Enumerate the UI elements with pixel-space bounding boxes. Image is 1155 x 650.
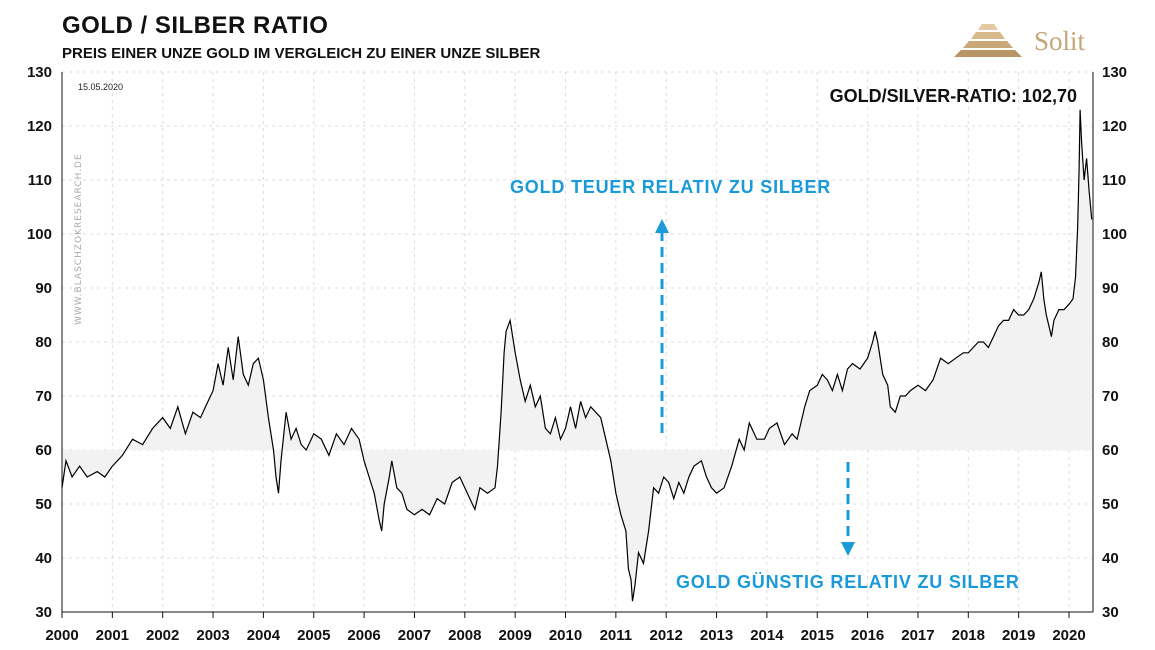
y-tick-label-right: 30 <box>1102 604 1119 621</box>
y-tick-label-right: 70 <box>1102 388 1119 405</box>
y-tick-label-left: 90 <box>35 280 52 297</box>
upper-annotation: GOLD TEUER RELATIV ZU SILBER <box>510 177 831 197</box>
latest-value-label: GOLD/SILVER-RATIO: 102,70 <box>830 86 1077 106</box>
x-tick-label: 2018 <box>952 627 985 644</box>
y-tick-label-left: 40 <box>35 550 52 567</box>
x-tick-label: 2010 <box>549 627 582 644</box>
y-ticks-right: 30 40 50 60 70 80 90 100 110 120 130 <box>1102 64 1127 621</box>
y-tick-label-right: 100 <box>1102 226 1127 243</box>
x-tick-label: 2004 <box>247 627 281 644</box>
y-tick-label-right: 40 <box>1102 550 1119 567</box>
y-tick-label-left: 110 <box>28 172 52 189</box>
y-tick-label-left: 80 <box>35 334 52 351</box>
x-tick-label: 2000 <box>45 627 78 644</box>
y-tick-label-right: 90 <box>1102 280 1119 297</box>
y-tick-label-left: 70 <box>35 388 52 405</box>
x-tick-label: 2020 <box>1052 627 1085 644</box>
solit-logo: Solit <box>952 22 1102 62</box>
y-tick-label-left: 120 <box>27 118 52 135</box>
x-tick-label: 2015 <box>801 627 834 644</box>
y-tick-label-right: 80 <box>1102 334 1119 351</box>
x-tick-label: 2002 <box>146 627 179 644</box>
chart-subtitle: PREIS EINER UNZE GOLD IM VERGLEICH ZU EI… <box>62 45 541 62</box>
x-tick-label: 2006 <box>347 627 380 644</box>
x-tick-label: 2012 <box>650 627 683 644</box>
pyramid-icon <box>954 24 1022 57</box>
y-tick-label-left: 50 <box>35 496 52 513</box>
y-tick-label-left: 60 <box>35 442 52 459</box>
logo-text: Solit <box>1034 26 1086 56</box>
x-tick-label: 2011 <box>600 627 633 644</box>
x-tick-label: 2009 <box>498 627 531 644</box>
lower-annotation: GOLD GÜNSTIG RELATIV ZU SILBER <box>676 572 1020 592</box>
y-tick-label-right: 130 <box>1102 64 1127 81</box>
x-tick-label: 2016 <box>851 627 884 644</box>
watermark: WWW.BLASCHZOKRESEARCH.DE <box>74 153 84 325</box>
x-ticks: 2000 2001 2002 2003 2004 2005 2006 2007 2008 2009… <box>45 612 1086 644</box>
y-tick-label-right: 110 <box>1102 172 1126 189</box>
y-tick-label-right: 120 <box>1102 118 1127 135</box>
y-tick-label-left: 30 <box>35 604 52 621</box>
x-tick-label: 2013 <box>700 627 733 644</box>
x-tick-label: 2019 <box>1002 627 1035 644</box>
x-tick-label: 2003 <box>196 627 229 644</box>
x-tick-label: 2017 <box>901 627 934 644</box>
y-tick-label-right: 60 <box>1102 442 1119 459</box>
grid <box>61 71 1093 613</box>
y-tick-label-left: 100 <box>27 226 52 243</box>
ratio-line <box>61 109 1093 602</box>
y-tick-label-left: 130 <box>27 64 52 81</box>
y-tick-label-right: 50 <box>1102 496 1119 513</box>
x-tick-label: 2008 <box>448 627 481 644</box>
up-arrow-icon <box>655 219 669 233</box>
chart-title: GOLD / SILBER RATIO <box>62 12 329 39</box>
x-tick-label: 2007 <box>398 627 431 644</box>
x-tick-label: 2005 <box>297 627 330 644</box>
y-ticks-left: 30 40 50 60 70 80 90 100 110 120 130 <box>27 64 52 621</box>
x-tick-label: 2001 <box>96 627 129 644</box>
x-tick-label: 2014 <box>750 627 784 644</box>
down-arrow-icon <box>841 542 855 556</box>
date-stamp: 15.05.2020 <box>78 82 123 92</box>
